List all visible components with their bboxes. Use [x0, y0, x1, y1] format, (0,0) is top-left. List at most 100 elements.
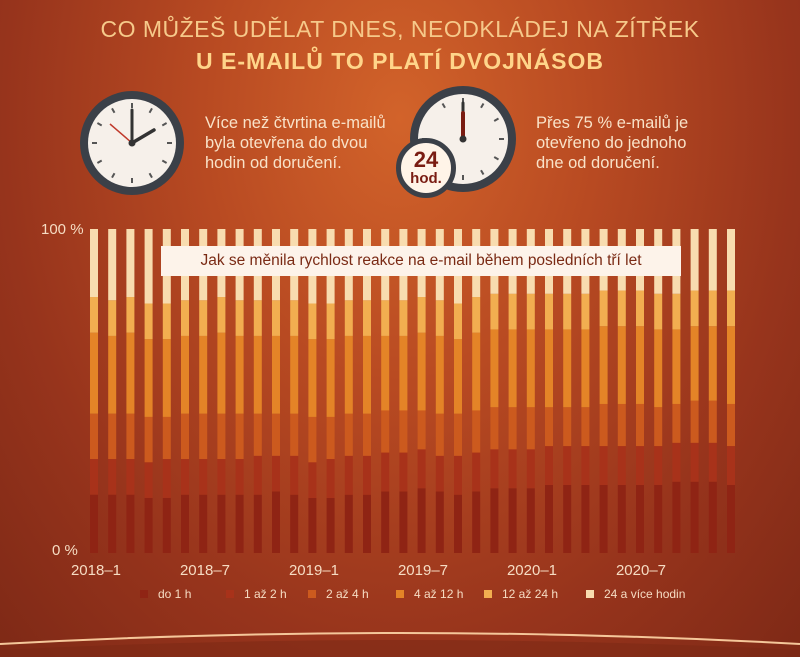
bar-segment: [454, 339, 462, 414]
bar-segment: [708, 326, 717, 401]
bar-segment: [181, 459, 189, 495]
bar-segment: [545, 446, 553, 485]
bar-segment: [599, 446, 608, 485]
bar-segment: [272, 300, 280, 336]
bar-segment: [545, 293, 553, 330]
bar-segment: [672, 293, 681, 330]
bar-segment: [708, 442, 717, 482]
bar-segment: [690, 229, 699, 291]
bar-segment: [181, 335, 189, 414]
bar-segment: [181, 413, 189, 460]
bar-segment: [90, 297, 98, 333]
clock-icon: [80, 91, 184, 195]
bar-segment: [454, 303, 462, 340]
bar-segment: [454, 413, 462, 456]
bar-segment: [344, 494, 353, 553]
bar-segment: [90, 413, 98, 460]
legend-swatch: [308, 590, 316, 598]
bar-segment: [636, 446, 644, 485]
bar-segment: [563, 329, 572, 408]
bar-segment: [399, 491, 408, 553]
bar-segment: [144, 462, 153, 498]
bar-segment: [526, 329, 535, 408]
bar-segment: [199, 494, 208, 553]
bar-segment: [144, 339, 153, 417]
x-tick-label: 2018–1: [70, 562, 122, 579]
legend-label: 12 až 24 h: [502, 587, 559, 601]
bar-segment: [144, 303, 153, 340]
bar-segment: [636, 290, 644, 327]
bar-segment: [308, 339, 317, 417]
bar-segment: [581, 484, 590, 553]
bar-segment: [599, 290, 608, 327]
bar-segment: [563, 484, 572, 553]
bar-segment: [290, 413, 299, 456]
page-subtitle: U E-MAILŮ TO PLATÍ DVOJNÁSOB: [196, 48, 604, 74]
bar-segment: [654, 329, 663, 408]
y-tick-label: 100 %: [41, 221, 84, 238]
bar-segment: [217, 413, 226, 460]
bar-segment: [690, 481, 699, 553]
bar-segment: [690, 326, 699, 401]
bar-segment: [472, 452, 481, 492]
bar-segment: [90, 459, 98, 495]
bar-segment: [727, 326, 735, 404]
bar-segment: [344, 300, 353, 336]
bar-segment: [417, 332, 426, 411]
decorative-arc: [0, 632, 800, 657]
bar-segment: [435, 491, 444, 553]
bar-segment: [545, 407, 553, 447]
bar-segment: [508, 329, 517, 408]
bar-segment: [253, 300, 262, 336]
bar-segment: [435, 455, 444, 492]
bar-segment: [381, 491, 390, 553]
bar-segment: [508, 293, 517, 330]
legend-item-4-12h: 4 až 12 h: [396, 587, 463, 601]
bar-segment: [144, 229, 153, 304]
bar-segment: [253, 413, 262, 456]
bar-segment: [490, 329, 499, 408]
x-tick-label: 2020–1: [506, 562, 558, 579]
bar-segment: [290, 494, 299, 553]
bar-segment: [235, 494, 244, 553]
bar-segment: [417, 297, 426, 333]
bar-segment: [235, 413, 244, 460]
bar-segment: [672, 442, 681, 482]
bar-segment: [690, 442, 699, 482]
legend-item-2-4h: 2 až 4 h: [308, 587, 369, 601]
bar-segment: [508, 449, 517, 489]
fact-1-line-2: byla otevřena do dvou: [205, 134, 368, 152]
bar-segment: [508, 488, 517, 553]
bar-segment: [308, 497, 317, 553]
bar-segment: [417, 410, 426, 450]
bar-segment: [344, 335, 353, 414]
bar-segment: [108, 335, 117, 414]
bar-segment: [727, 484, 735, 553]
legend-swatch: [484, 590, 492, 598]
bar-segment: [581, 407, 590, 447]
bar-segment: [144, 416, 153, 463]
legend-label: 2 až 4 h: [326, 587, 369, 601]
bar-segment: [363, 300, 371, 336]
bar-segment: [253, 335, 262, 414]
bar-segment: [435, 335, 444, 414]
bar-segment: [162, 339, 171, 417]
bar-segment: [399, 300, 408, 336]
bar-segment: [199, 459, 208, 495]
bar-segment: [563, 407, 572, 447]
bar-segment: [617, 446, 626, 485]
bar-segment: [526, 449, 535, 489]
legend-item-12-24h: 12 až 24 h: [484, 587, 558, 601]
bar-segment: [162, 303, 171, 340]
bar-segment: [108, 300, 117, 336]
bar-segment: [399, 335, 408, 411]
bar-segment: [253, 455, 262, 495]
legend-item-do-1h: do 1 h: [140, 587, 191, 601]
bar-segment: [272, 335, 280, 414]
bar-segment: [108, 494, 117, 553]
chart-title: Jak se měnila rychlost reakce na e-mail …: [161, 246, 681, 276]
bar-segment: [490, 449, 499, 489]
bar-segment: [654, 484, 663, 553]
x-tick-label: 2019–7: [397, 562, 449, 579]
bar-segment: [126, 459, 135, 495]
